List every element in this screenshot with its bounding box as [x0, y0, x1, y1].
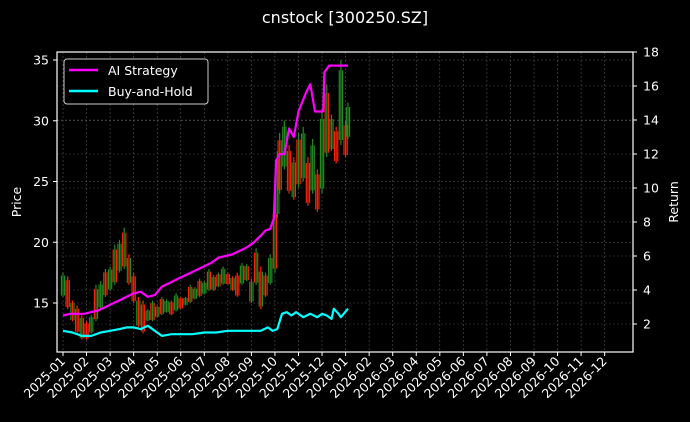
y-tick-label-left: 20 — [33, 235, 49, 250]
chart-title: cnstock [300250.SZ] — [261, 8, 429, 27]
y-tick-label-right: 18 — [643, 45, 659, 60]
y-axis-label-return: Return — [666, 181, 681, 222]
y-tick-label-left: 35 — [33, 53, 49, 68]
y-tick-label-left: 25 — [33, 174, 49, 189]
series-lines — [62, 64, 349, 337]
y-tick-label-right: 6 — [643, 249, 651, 264]
plot-frame — [56, 51, 634, 353]
y-tick-label-left: 15 — [33, 296, 49, 311]
y-tick-label-left: 30 — [33, 113, 49, 128]
legend-label-buy-and-hold: Buy-and-Hold — [108, 84, 193, 99]
left-y-axis: 15 20 25 30 35 — [33, 53, 57, 311]
y-tick-label-right: 4 — [643, 283, 651, 298]
buy-and-hold-line — [62, 307, 349, 337]
y-tick-label-right: 10 — [643, 181, 659, 196]
y-tick-label-right: 14 — [643, 113, 659, 128]
y-axis-label-price: Price — [9, 186, 24, 217]
legend-label-ai-strategy: AI Strategy — [108, 63, 178, 78]
right-y-axis: 2 4 6 8 10 12 14 16 18 — [633, 45, 659, 332]
y-tick-label-right: 12 — [643, 147, 659, 162]
ai-strategy-line — [62, 64, 348, 317]
legend: AI Strategy Buy-and-Hold — [63, 58, 209, 105]
y-tick-label-right: 2 — [643, 317, 651, 332]
legend-box — [63, 58, 209, 105]
y-tick-label-right: 16 — [643, 79, 659, 94]
y-tick-label-right: 8 — [643, 215, 651, 230]
x-axis: 2025-012025-022025-032025-042025-052025-… — [21, 352, 610, 401]
